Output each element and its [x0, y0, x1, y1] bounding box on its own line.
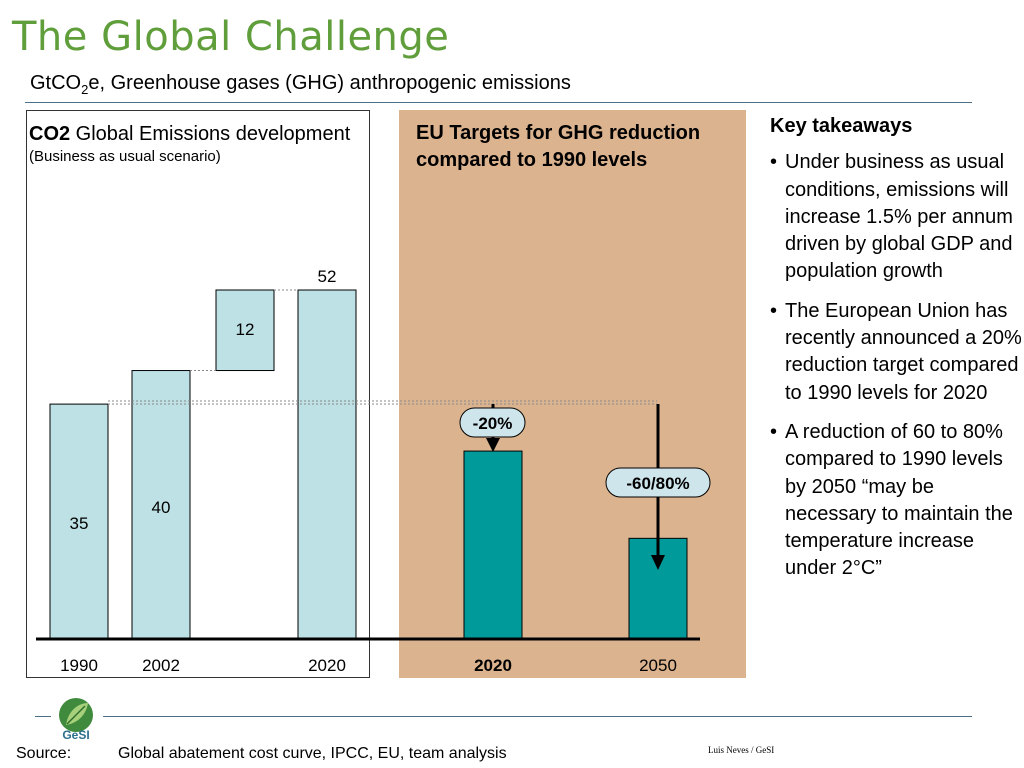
takeaway-item: • The European Union has recently announc… — [770, 298, 1024, 407]
callout-20-bg — [459, 407, 526, 438]
subtitle-subscript: 2 — [81, 82, 89, 97]
top-divider — [25, 102, 972, 103]
callout-20: -20% — [473, 414, 513, 433]
bar-bau-0 — [49, 403, 109, 640]
source-label: Source: — [16, 745, 72, 762]
bottom-divider-right — [103, 716, 972, 717]
bullet-icon: • — [770, 299, 778, 322]
x-label-eu-2050: 2050 — [639, 656, 677, 675]
takeaway-item: • Under business as usual conditions, emi… — [770, 149, 1024, 285]
bar-label-increase: 12 — [236, 320, 255, 339]
bullet-icon: • — [770, 151, 778, 174]
takeaway-text: Under business as usual conditions, emis… — [785, 151, 1013, 283]
slide-subtitle: GtCO2e, Greenhouse gases (GHG) anthropog… — [30, 72, 571, 97]
bar-label-2020: 52 — [318, 267, 337, 286]
arrow-2050-head — [651, 555, 665, 570]
callout-60-80-bg — [605, 467, 711, 498]
author-credit: Luis Neves / GeSI — [708, 745, 775, 755]
takeaways-title: Key takeaways — [770, 115, 913, 137]
callout-60-80: -60/80% — [626, 474, 689, 493]
x-label-1990: 1990 — [60, 656, 98, 675]
x-label-eu-2020: 2020 — [474, 656, 512, 675]
bar-label-2002: 40 — [152, 498, 171, 517]
bar-label-1990: 35 — [70, 514, 89, 533]
subtitle-main: GtCO — [30, 72, 82, 94]
key-takeaways: Key takeaways • Under business as usual c… — [770, 113, 1024, 595]
bar-bau-2 — [215, 289, 275, 372]
x-label-2002: 2002 — [142, 656, 180, 675]
x-label-2020: 2020 — [308, 656, 346, 675]
bottom-divider-left — [35, 716, 51, 717]
bau-panel-heading: CO2 Global Emissions development (Busines… — [29, 121, 359, 167]
logo-text: GeSI — [62, 728, 89, 741]
subtitle-rest: e, Greenhouse gases (GHG) anthropogenic … — [88, 72, 571, 94]
takeaway-item: • A reduction of 60 to 80% compared to 19… — [770, 419, 1024, 583]
arrow-2020-head — [486, 438, 500, 452]
bau-panel — [26, 110, 370, 678]
bar-bau-3 — [297, 289, 357, 640]
bau-heading-rest: Global Emissions development — [70, 123, 351, 145]
eu-panel-heading: EU Targets for GHG reduction compared to… — [416, 122, 701, 171]
eu-targets-panel — [399, 110, 746, 678]
source-text: Global abatement cost curve, IPCC, EU, t… — [118, 745, 507, 762]
takeaway-text: The European Union has recently announce… — [785, 299, 1022, 404]
takeaway-text: A reduction of 60 to 80% compared to 199… — [785, 420, 1013, 580]
bullet-icon: • — [770, 420, 778, 443]
bar-bau-1 — [131, 370, 191, 640]
bau-heading-bold: CO2 — [29, 123, 71, 145]
bau-heading-note: (Business as usual scenario) — [29, 148, 221, 165]
bar-eu-2020 — [463, 450, 523, 640]
gesi-logo-icon: GeSI — [59, 698, 93, 741]
slide-title: The Global Challenge — [12, 14, 450, 60]
